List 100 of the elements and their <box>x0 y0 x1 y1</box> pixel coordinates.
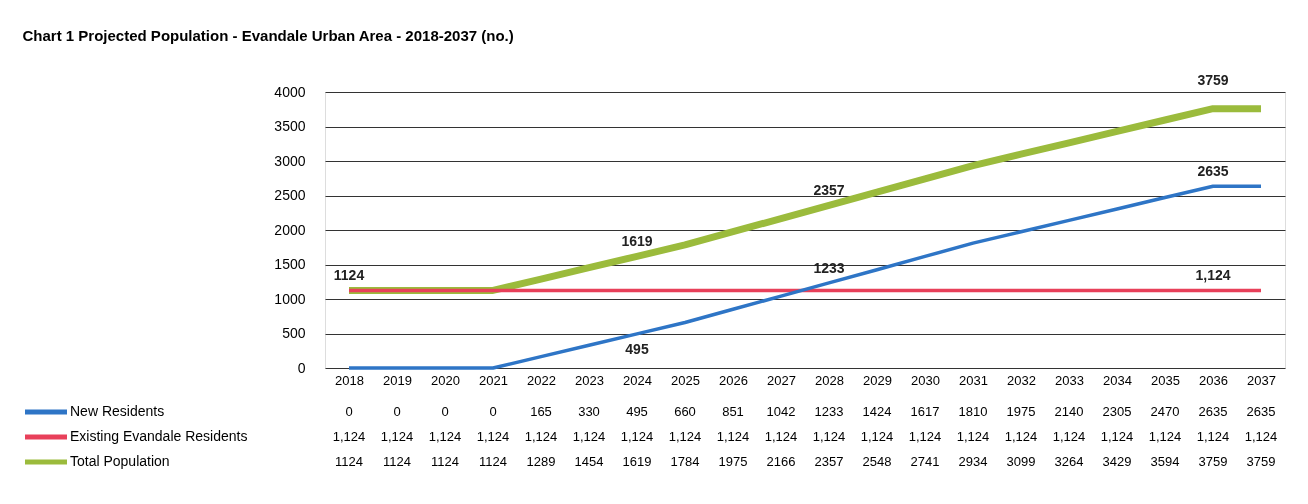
y-tick-label: 1500 <box>274 256 306 272</box>
data-label: 1,124 <box>812 429 846 444</box>
data-label: 1,124 <box>1148 429 1182 444</box>
data-label: 1454 <box>574 454 604 469</box>
x-tick-label: 2026 <box>719 372 748 388</box>
data-label: 660 <box>674 404 696 419</box>
data-label: 3759 <box>1198 454 1228 469</box>
x-tick-label: 2028 <box>815 372 844 388</box>
data-label: 1,124 <box>956 429 990 444</box>
data-label: 1,124 <box>332 429 366 444</box>
data-label: 0 <box>345 404 353 419</box>
y-tick-label: 0 <box>297 359 306 376</box>
y-tick-label: 2000 <box>274 221 306 238</box>
chart-title: Chart 1 Projected Population - Evandale Urban Area - 2018-2037 (no.) <box>22 26 514 44</box>
data-label: 2741 <box>910 454 940 469</box>
data-label: 1,124 <box>1196 429 1230 444</box>
data-label: 1,124 <box>1004 429 1038 444</box>
annotation: 2635 <box>1197 163 1229 180</box>
data-label: 0 <box>393 404 401 419</box>
x-tick-label: 2031 <box>959 372 988 388</box>
data-label: 1124 <box>335 454 363 469</box>
x-tick-label: 2019 <box>383 372 412 388</box>
x-tick-label: 2033 <box>1055 372 1084 388</box>
x-tick-label: 2029 <box>863 372 892 388</box>
data-label: 1,124 <box>908 429 942 444</box>
annotation: 1619 <box>621 233 653 250</box>
data-label: 3594 <box>1150 454 1180 469</box>
x-tick-label: 2021 <box>479 372 508 388</box>
data-label: 1,124 <box>764 429 798 444</box>
x-tick-label: 2035 <box>1151 372 1180 388</box>
data-label: 1124 <box>479 454 507 469</box>
y-tick-label: 500 <box>282 325 306 341</box>
y-tick-label: 1000 <box>274 290 306 307</box>
data-label: 1233 <box>814 404 844 419</box>
data-label: 2548 <box>862 454 892 469</box>
y-tick-label: 2500 <box>274 187 306 203</box>
data-label: 1,124 <box>620 429 654 444</box>
data-label: 1289 <box>526 454 556 469</box>
data-label: 1,124 <box>860 429 894 444</box>
x-tick-label: 2018 <box>335 372 364 388</box>
legend-label: Existing Evandale Residents <box>70 428 248 444</box>
data-label: 3429 <box>1102 454 1132 469</box>
data-label: 1,124 <box>668 429 702 444</box>
data-label: 1,124 <box>380 429 414 444</box>
data-label: 1619 <box>622 454 652 469</box>
data-label: 851 <box>722 404 744 419</box>
y-tick-label: 3500 <box>274 118 306 134</box>
legend-label: Total Population <box>70 453 170 469</box>
data-label: 165 <box>530 404 552 419</box>
data-label: 1042 <box>766 404 796 419</box>
data-label: 2305 <box>1102 404 1132 419</box>
data-label: 2635 <box>1246 404 1276 419</box>
data-label: 1,124 <box>1100 429 1134 444</box>
annotation: 495 <box>625 340 649 357</box>
data-label: 1124 <box>431 454 459 469</box>
x-tick-label: 2025 <box>671 372 700 388</box>
data-label: 0 <box>441 404 449 419</box>
annotation: 3759 <box>1197 71 1229 88</box>
x-tick-label: 2030 <box>911 372 940 388</box>
data-label: 2357 <box>814 454 844 469</box>
data-label: 2470 <box>1150 404 1180 419</box>
x-tick-label: 2023 <box>575 372 604 388</box>
data-label: 3264 <box>1054 454 1084 469</box>
x-tick-label: 2032 <box>1007 372 1036 388</box>
data-label: 1975 <box>1006 404 1036 419</box>
x-tick-label: 2022 <box>527 372 556 388</box>
x-tick-label: 2027 <box>767 372 796 388</box>
data-label: 1,124 <box>572 429 606 444</box>
data-label: 1124 <box>383 454 411 469</box>
annotation: 2357 <box>813 182 845 199</box>
data-label: 2140 <box>1054 404 1084 419</box>
x-tick-label: 2037 <box>1247 372 1276 388</box>
data-label: 3099 <box>1006 454 1036 469</box>
data-label: 330 <box>578 404 600 419</box>
data-label: 2635 <box>1198 404 1228 419</box>
legend-label: New Residents <box>70 403 165 419</box>
data-label: 0 <box>489 404 497 419</box>
y-tick-label: 4000 <box>274 83 306 100</box>
data-label: 1975 <box>718 454 748 469</box>
data-label: 1617 <box>910 404 940 419</box>
data-label: 1810 <box>958 404 988 419</box>
x-tick-label: 2024 <box>623 372 652 388</box>
data-label: 1,124 <box>524 429 558 444</box>
data-label: 1,124 <box>1052 429 1086 444</box>
y-tick-label: 3000 <box>274 152 306 169</box>
data-label: 2934 <box>958 454 988 469</box>
data-label: 3759 <box>1246 454 1276 469</box>
data-label: 1784 <box>670 454 700 469</box>
annotation: 1124 <box>333 267 365 284</box>
data-label: 495 <box>626 404 648 419</box>
x-tick-label: 2034 <box>1103 372 1132 388</box>
data-label: 1424 <box>862 404 892 419</box>
x-tick-label: 2036 <box>1199 372 1228 388</box>
data-label: 1,124 <box>428 429 462 444</box>
data-label: 2166 <box>766 454 796 469</box>
annotation: 1,124 <box>1195 267 1231 284</box>
data-label: 1,124 <box>1244 429 1278 444</box>
data-label: 1,124 <box>716 429 750 444</box>
x-tick-label: 2020 <box>431 372 460 388</box>
data-label: 1,124 <box>476 429 510 444</box>
